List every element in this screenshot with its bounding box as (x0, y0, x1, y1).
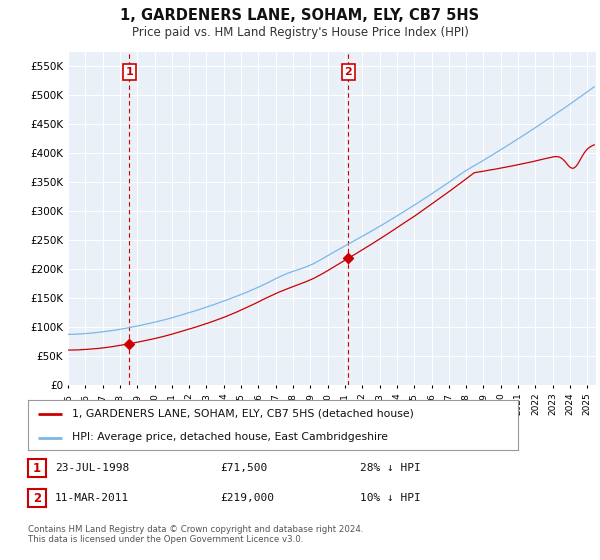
Text: 2: 2 (344, 67, 352, 77)
Text: 2: 2 (33, 492, 41, 505)
Text: Price paid vs. HM Land Registry's House Price Index (HPI): Price paid vs. HM Land Registry's House … (131, 26, 469, 39)
Text: 11-MAR-2011: 11-MAR-2011 (55, 493, 129, 503)
Text: £71,500: £71,500 (220, 463, 267, 473)
Text: 1, GARDENERS LANE, SOHAM, ELY, CB7 5HS: 1, GARDENERS LANE, SOHAM, ELY, CB7 5HS (121, 8, 479, 23)
Text: 1, GARDENERS LANE, SOHAM, ELY, CB7 5HS (detached house): 1, GARDENERS LANE, SOHAM, ELY, CB7 5HS (… (72, 409, 414, 419)
Text: Contains HM Land Registry data © Crown copyright and database right 2024.
This d: Contains HM Land Registry data © Crown c… (28, 525, 364, 544)
Text: 1: 1 (125, 67, 133, 77)
Text: 23-JUL-1998: 23-JUL-1998 (55, 463, 129, 473)
Text: 1: 1 (33, 461, 41, 474)
Text: £219,000: £219,000 (220, 493, 274, 503)
Text: 10% ↓ HPI: 10% ↓ HPI (360, 493, 421, 503)
Text: HPI: Average price, detached house, East Cambridgeshire: HPI: Average price, detached house, East… (72, 432, 388, 442)
Text: 28% ↓ HPI: 28% ↓ HPI (360, 463, 421, 473)
